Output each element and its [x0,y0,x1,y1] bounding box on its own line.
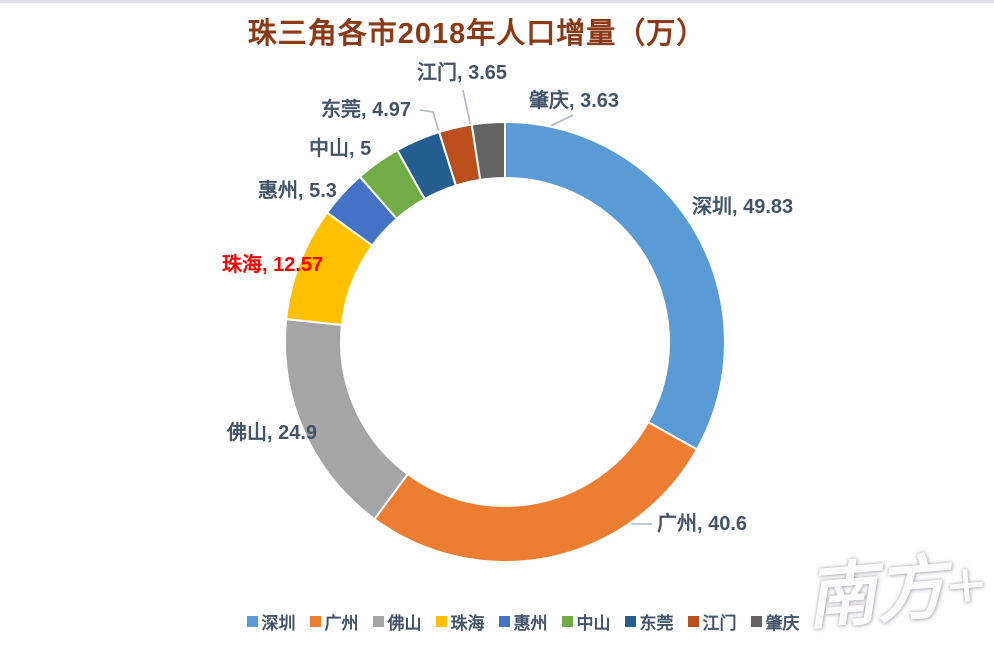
data-label-dongguan: 东莞, 4.97 [321,99,412,121]
legend-item-zhuhai: 珠海 [435,609,485,634]
legend-item-shenzhen: 深圳 [246,609,296,634]
chart-title: 珠三角各市2018年人口增量（万） [247,18,707,50]
top-edge-line [0,0,994,3]
data-label-huizhou: 惠州, 5.3 [258,180,337,202]
legend-label-dongguan: 东莞 [639,614,674,633]
donut-segment-guangzhou [373,420,699,563]
legend-item-dongguan: 东莞 [624,609,674,634]
legend-label-zhaoqing: 肇庆 [765,614,800,633]
data-label-zhuhai: 珠海, 12.57 [222,254,324,276]
legend-item-zhongshan: 中山 [561,609,611,634]
legend-swatch-shenzhen [246,616,258,627]
legend-item-zhaoqing: 肇庆 [750,609,800,634]
legend-label-zhongshan: 中山 [576,614,611,633]
donut-segment-shenzhen [504,120,726,451]
data-label-zhongshan: 中山, 5 [309,138,372,160]
donut-segments [284,120,726,563]
data-label-zhaoqing: 肇庆, 3.63 [529,90,620,112]
legend-item-guangzhou: 广州 [309,609,359,634]
legend-label-foshan: 佛山 [387,614,422,633]
legend-swatch-zhongshan [561,616,573,627]
legend-swatch-guangzhou [309,616,321,627]
donut-segment-zhaoqing [470,120,506,182]
donut-segment-foshan [284,318,410,521]
legend-item-jiangmen: 江门 [687,609,737,634]
legend-label-huizhou: 惠州 [513,614,548,633]
legend-label-guangzhou: 广州 [324,614,359,633]
legend-swatch-foshan [372,616,384,627]
legend-swatch-dongguan [624,616,636,627]
data-label-jiangmen: 江门, 3.65 [417,62,508,84]
legend-item-foshan: 佛山 [372,609,422,634]
data-label-shenzhen: 深圳, 49.83 [692,196,794,218]
legend-swatch-huizhou [498,616,510,627]
legend-label-jiangmen: 江门 [702,614,737,633]
legend-swatch-zhaoqing [750,616,762,627]
data-label-guangzhou: 广州, 40.6 [657,513,748,535]
data-label-foshan: 佛山, 24.9 [227,422,318,444]
chart-legend: 深圳 广州 佛山 珠海 惠州 中山 东莞 江门 肇庆 [26,609,994,634]
legend-label-shenzhen: 深圳 [261,614,296,633]
legend-swatch-zhuhai [435,616,447,627]
legend-swatch-jiangmen [687,616,699,627]
legend-label-zhuhai: 珠海 [450,614,485,633]
legend-item-huizhou: 惠州 [498,609,548,634]
